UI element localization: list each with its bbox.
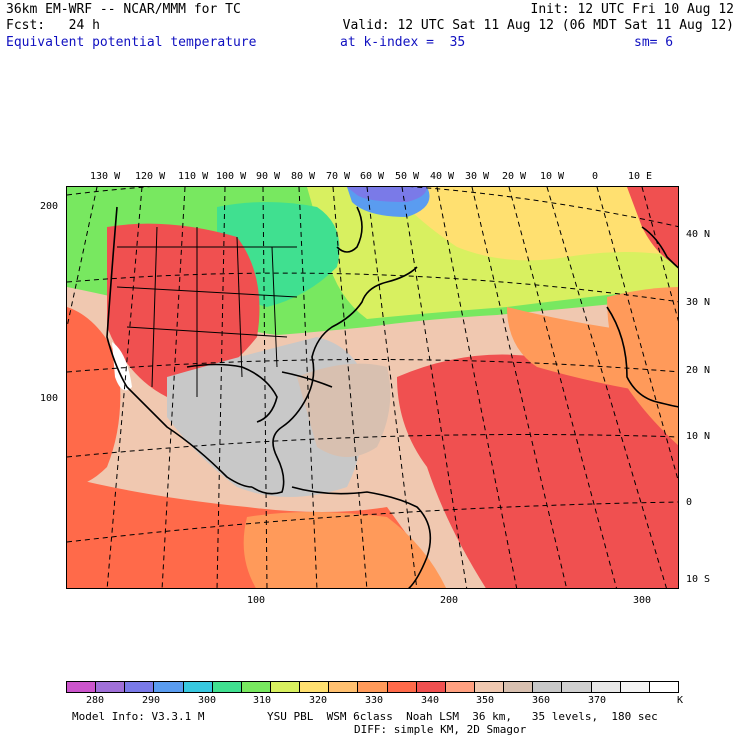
africa-fill [607,287,678,446]
level-info: at k-index = 35 [340,35,466,50]
atlantic-moist-fill [297,363,391,457]
colorbar-swatch [620,682,650,692]
lon-label: 60 W [360,171,385,182]
colorbar-swatch [474,682,505,692]
model-title: 36km EM-WRF -- NCAR/MMM for TC [6,2,241,17]
colorbar-label: 320 [308,695,328,706]
colorbar-swatch [416,682,446,692]
colorbar-swatch [445,682,475,692]
x-grid-label: 300 [633,595,652,606]
colorbar-swatch [154,682,184,692]
colorbar-swatch [387,682,417,692]
colorbar-label: 340 [420,695,440,706]
colorbar-swatch [649,682,678,692]
colorbar-swatch [300,682,330,692]
x-grid-label: 200 [440,595,459,606]
political-borders [116,226,298,397]
lon-label: 70 W [326,171,351,182]
model-info: Model Info: V3.3.1 M [72,710,205,723]
colorbar-unit: K [676,695,684,706]
colorbar-label: 290 [141,695,161,706]
physics-info: YSU PBL WSM 6class Noah LSM 36 km, 35 le… [267,710,658,723]
lon-label: 30 W [465,171,490,182]
latitude-lines [67,187,678,543]
lat-label: 40 N [686,229,711,240]
colorbar [66,681,679,693]
colorbar-swatch [591,682,621,692]
coastlines [106,206,678,588]
colorbar-label: 350 [475,695,495,706]
colorbar-swatch [183,682,213,692]
theta-e-map [66,186,679,589]
south-america-fill [243,512,447,588]
colorbar-swatch [504,682,534,692]
lon-label: 10 W [540,171,565,182]
lat-label: 10 S [686,574,711,585]
colorbar-swatch [329,682,359,692]
lat-label: 30 N [686,297,711,308]
colorbar-swatch [67,682,97,692]
lon-label: 80 W [291,171,316,182]
init-time: Init: 12 UTC Fri 10 Aug 12 [530,2,735,17]
colorbar-label: 280 [85,695,105,706]
colorbar-swatch [533,682,563,692]
colorbar-swatch [270,682,301,692]
colorbar-label: 310 [252,695,272,706]
lon-label: 130 W [90,171,121,182]
colorbar-label: 330 [364,695,384,706]
field-name: Equivalent potential temperature [6,35,257,50]
lat-label: 20 N [686,365,711,376]
colorbar-label: 300 [197,695,217,706]
lon-label: 10 E [628,171,653,182]
colorbar-swatch [241,682,271,692]
colorbar-label: 360 [531,695,551,706]
warm-transition-fill [397,187,678,261]
warm-pacific-fill [67,307,121,487]
lat-label: 10 N [686,431,711,442]
colorbar-swatch [125,682,155,692]
lon-label: 0 [592,171,599,182]
lon-label: 90 W [256,171,281,182]
colorbar-swatch [96,682,126,692]
colorbar-swatch [562,682,592,692]
lon-label: 120 W [135,171,166,182]
diffusion-info: DIFF: simple KM, 2D Smagor [354,723,527,736]
lon-label: 100 W [216,171,247,182]
baja-dry-fill [112,342,132,391]
lon-label: 110 W [178,171,209,182]
lon-label: 20 W [502,171,527,182]
colorbar-swatch [212,682,242,692]
colorbar-label: 370 [587,695,607,706]
lon-label: 40 W [430,171,455,182]
map-canvas [67,187,678,588]
warm-atlantic-fill [397,354,678,588]
smoothing-info: sm= 6 [634,35,674,50]
longitude-lines [67,187,678,588]
x-grid-label: 100 [247,595,266,606]
valid-time: Valid: 12 UTC Sat 11 Aug 12 (06 MDT Sat … [342,18,734,33]
y-grid-label: 200 [40,201,59,212]
lon-label: 50 W [395,171,420,182]
forecast-hour: Fcst: 24 h [6,18,100,33]
colorbar-swatch [358,682,388,692]
lat-label: 0 [686,497,693,508]
y-grid-label: 100 [40,393,59,404]
